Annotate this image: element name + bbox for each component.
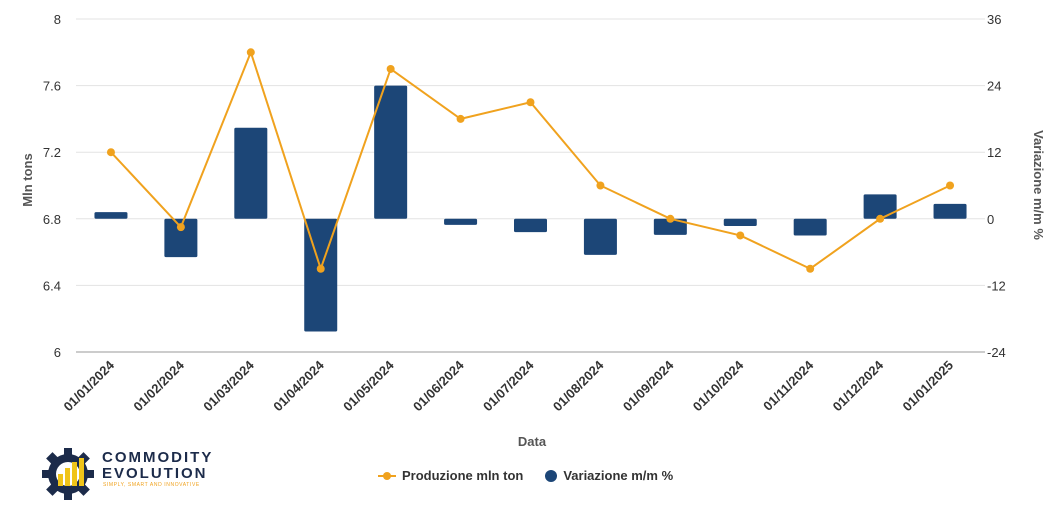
bar [164, 218, 198, 258]
line-point [386, 64, 395, 73]
commodity-evolution-logo: COMMODITY EVOLUTION SIMPLY, SMART AND IN… [40, 446, 230, 502]
gridlines [76, 18, 985, 353]
x-tick-label: 01/01/2024 [60, 357, 117, 414]
y-left-tick-label: 6.8 [43, 212, 61, 227]
x-tick-label: 01/04/2024 [270, 357, 327, 414]
bar [514, 218, 547, 233]
x-tick-label: 01/07/2024 [480, 357, 537, 414]
line-point [736, 231, 745, 240]
line-point [806, 264, 815, 273]
x-tick-label: 01/05/2024 [340, 357, 397, 414]
line-point [946, 181, 955, 190]
legend-line-swatch [378, 471, 396, 480]
x-tick-label: 01/09/2024 [620, 357, 677, 414]
logo-wordmark: COMMODITY EVOLUTION [102, 450, 213, 482]
y-right-tick-label: 36 [987, 12, 1001, 27]
y-right-tick-label: 24 [987, 79, 1001, 94]
line-point [106, 148, 115, 157]
line-point [596, 181, 605, 190]
line-point [246, 48, 255, 57]
legend-item-produzione[interactable]: Produzione mln ton [378, 468, 523, 483]
bar [723, 218, 757, 227]
line-point [176, 223, 185, 232]
line-point [876, 214, 885, 223]
y-right-tick-label: -12 [987, 278, 1006, 293]
legend-label-variazione: Variazione m/m % [563, 468, 674, 483]
x-tick-label: 01/06/2024 [410, 357, 467, 414]
x-tick-label: 01/08/2024 [550, 357, 607, 414]
bar [374, 85, 408, 219]
y-axis-right-title: Variazione m/m % [1031, 130, 1046, 240]
bar-series [94, 85, 967, 332]
y-right-tick-label: 12 [987, 145, 1001, 160]
line-point [316, 264, 325, 273]
legend: Produzione mln ton Variazione m/m % [378, 468, 673, 483]
y-axis-left-title: Mln tons [20, 153, 35, 206]
logo-tagline: SIMPLY, SMART AND INNOVATIVE [103, 482, 200, 488]
logo-line1: COMMODITY [102, 449, 214, 466]
bar [933, 203, 967, 219]
x-axis-title: Data [518, 434, 547, 449]
bar [793, 218, 827, 236]
y-left-tick-label: 7.6 [43, 79, 61, 94]
x-tick-label: 01/02/2024 [130, 357, 187, 414]
line-point [666, 214, 675, 223]
y-left-tick-label: 6.4 [43, 278, 61, 293]
x-tick-label: 01/10/2024 [690, 357, 747, 414]
bar [583, 218, 617, 255]
y-right-tick-label: 0 [987, 212, 994, 227]
legend-dot-swatch [545, 469, 558, 482]
bar [444, 218, 478, 225]
legend-item-variazione[interactable]: Variazione m/m % [545, 468, 673, 483]
x-tick-label: 01/12/2024 [830, 357, 887, 414]
line-point [456, 114, 465, 123]
bar [653, 218, 687, 235]
logo-line2: EVOLUTION [102, 465, 208, 482]
y-right-tick-label: -24 [987, 345, 1006, 360]
x-tick-label: 01/03/2024 [200, 357, 257, 414]
bar [234, 127, 268, 219]
y-left-tick-label: 6 [54, 345, 61, 360]
line-point [526, 98, 535, 107]
line-series [106, 48, 955, 273]
bar [94, 212, 128, 219]
x-tick-label: 01/11/2024 [760, 357, 817, 414]
y-left-tick-label: 8 [54, 12, 61, 27]
legend-label-produzione: Produzione mln ton [402, 468, 524, 483]
x-tick-label: 01/01/2025 [900, 358, 957, 415]
y-left-tick-label: 7.2 [43, 145, 61, 160]
bar [863, 194, 897, 219]
gear-logo-icon [42, 448, 94, 500]
